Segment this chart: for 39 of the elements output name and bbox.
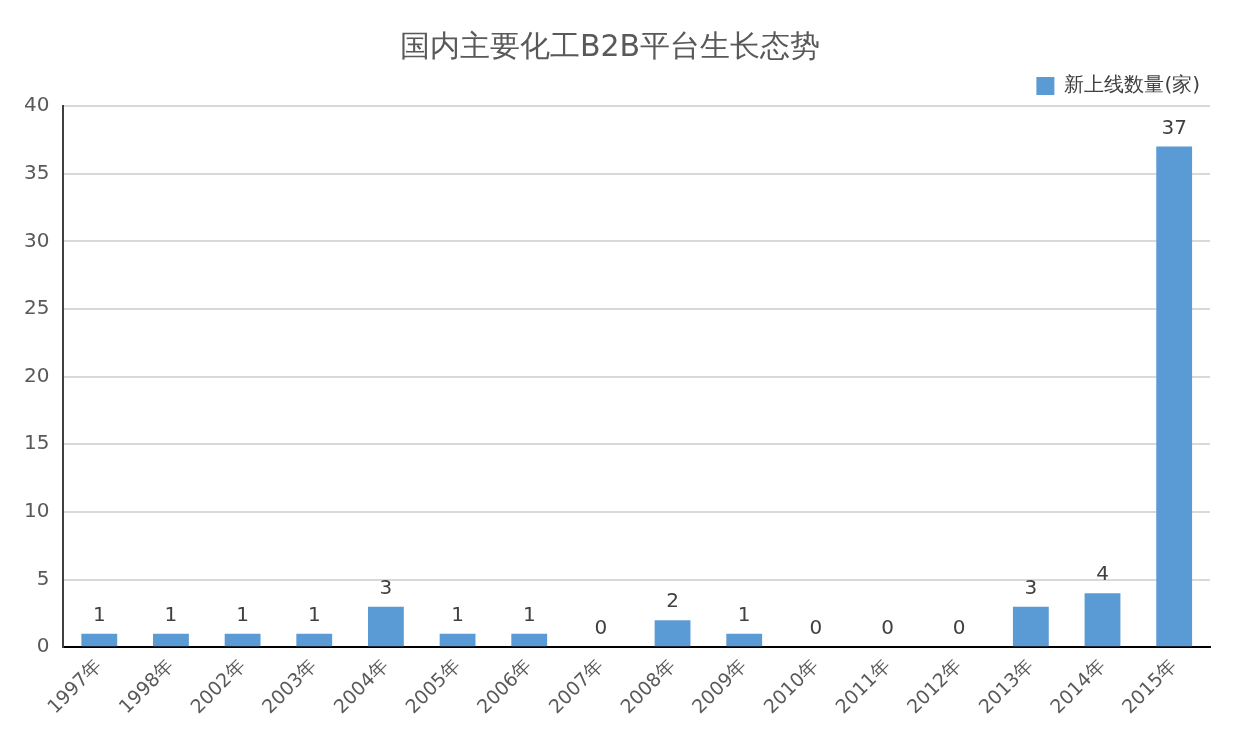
- y-tick-label: 15: [24, 430, 50, 455]
- data-label: 0: [594, 615, 608, 640]
- bar: [81, 633, 118, 647]
- bar: [224, 633, 261, 647]
- y-tick-label: 5: [36, 565, 50, 590]
- data-label: 3: [1024, 574, 1038, 599]
- bar: [654, 620, 691, 647]
- data-label: 1: [307, 601, 321, 626]
- bar: [726, 633, 763, 647]
- y-tick-label: 0: [36, 633, 50, 658]
- data-label: 0: [952, 615, 966, 640]
- data-label: 2: [666, 588, 679, 613]
- legend-label: 新上线数量(家): [1064, 72, 1200, 97]
- data-label: 0: [809, 615, 823, 640]
- bar: [153, 633, 189, 647]
- data-label: 37: [1161, 114, 1187, 139]
- data-label: 1: [236, 601, 249, 626]
- y-tick-label: 30: [24, 227, 50, 252]
- bar: [296, 633, 333, 647]
- bar: [1156, 146, 1193, 647]
- y-tick-label: 40: [24, 92, 50, 117]
- bar: [511, 633, 548, 647]
- data-label: 0: [881, 615, 894, 640]
- data-label: 4: [1096, 561, 1109, 586]
- y-tick-label: 10: [24, 498, 50, 523]
- data-label: 1: [737, 601, 751, 626]
- y-tick-label: 25: [24, 295, 50, 320]
- y-tick-label: 20: [24, 362, 50, 387]
- chart-title: 国内主要化工B2B平台生长态势: [399, 27, 821, 63]
- y-tick-label: 35: [24, 159, 50, 184]
- data-label: 1: [92, 601, 106, 626]
- bar: [1084, 593, 1121, 647]
- bar: [439, 633, 476, 647]
- bar: [368, 606, 404, 647]
- bar: [1012, 606, 1049, 647]
- data-label: 1: [522, 601, 536, 626]
- data-label: 1: [451, 601, 464, 626]
- data-label: 3: [379, 574, 393, 599]
- data-label: 1: [164, 601, 178, 626]
